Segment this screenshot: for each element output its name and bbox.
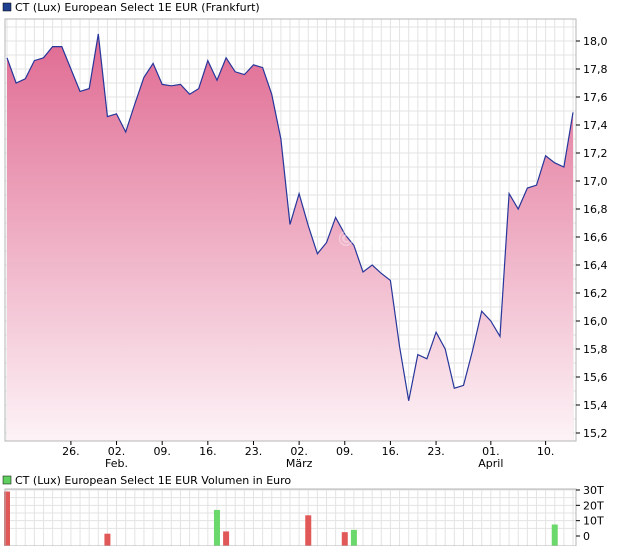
volume-bar <box>350 529 357 546</box>
price-month-label: März <box>286 457 313 470</box>
price-y-tick-label: 17,0 <box>583 175 608 188</box>
volume-bar <box>4 491 10 546</box>
price-y-tick-label: 15,8 <box>583 343 608 356</box>
volume-legend-swatch <box>2 475 12 485</box>
price-x-tick-label: 10. <box>537 445 555 458</box>
watermark: ©CK <box>336 227 388 251</box>
price-y-tick-label: 17,2 <box>583 147 608 160</box>
price-y-tick-label: 17,6 <box>583 91 608 104</box>
price-x-tick-label: 02. <box>108 445 126 458</box>
volume-grid <box>5 489 576 546</box>
volume-bar <box>104 533 111 546</box>
volume-bar <box>551 524 558 546</box>
price-x-tick-label: 23. <box>245 445 263 458</box>
volume-bar <box>223 531 230 546</box>
price-y-tick-label: 16,0 <box>583 315 608 328</box>
price-x-tick-label: 26. <box>62 445 80 458</box>
price-y-tick-label: 16,4 <box>583 259 608 272</box>
price-plot-frame <box>4 18 577 442</box>
price-x-tick-label: 02. <box>290 445 308 458</box>
price-y-axis: 18,0 17,8 17,6 17,4 17,2 17,0 16,8 16,6 16,4 16,2… <box>576 35 608 440</box>
volume-y-tick-label: 30T <box>583 484 604 497</box>
price-chart-title: CT (Lux) European Select 1E EUR (Frankfu… <box>15 1 260 14</box>
price-y-tick-label: 16,2 <box>583 287 608 300</box>
price-line <box>6 33 574 401</box>
price-x-axis: 26. 02. 09. 16. 23. 02. 09. 16. 23. 01. 10. Feb. Mär… <box>62 441 554 470</box>
price-y-tick-label: 16,6 <box>583 231 608 244</box>
volume-plot-frame <box>4 488 577 546</box>
volume-bar <box>305 515 312 546</box>
price-month-label: April <box>478 457 503 470</box>
price-x-tick-label: 09. <box>336 445 354 458</box>
volume-bars <box>4 491 558 546</box>
volume-y-axis: 30T 20T 10T 0 <box>576 484 604 543</box>
price-y-tick-label: 17,4 <box>583 119 608 132</box>
price-area-fill <box>7 34 573 441</box>
price-y-tick-label: 18,0 <box>583 35 608 48</box>
volume-y-tick-label: 20T <box>583 499 604 512</box>
volume-chart-title: CT (Lux) European Select 1E EUR Volumen … <box>15 474 291 487</box>
volume-bar <box>213 509 220 546</box>
price-x-tick-label: 16. <box>382 445 400 458</box>
volume-y-tick-label: 0 <box>583 530 590 543</box>
volume-y-tick-label: 10T <box>583 515 604 528</box>
price-x-tick-label: 23. <box>427 445 445 458</box>
price-y-tick-label: 15,4 <box>583 399 608 412</box>
price-month-label: Feb. <box>105 457 128 470</box>
price-y-tick-label: 15,6 <box>583 371 608 384</box>
volume-bar <box>341 532 348 546</box>
price-x-tick-label: 09. <box>153 445 171 458</box>
price-y-tick-label: 16,8 <box>583 203 608 216</box>
price-legend-swatch <box>2 2 12 12</box>
price-x-tick-label: 16. <box>199 445 217 458</box>
price-y-tick-label: 17,8 <box>583 63 608 76</box>
price-x-tick-label: 01. <box>482 445 500 458</box>
price-y-tick-label: 15,2 <box>583 427 608 440</box>
